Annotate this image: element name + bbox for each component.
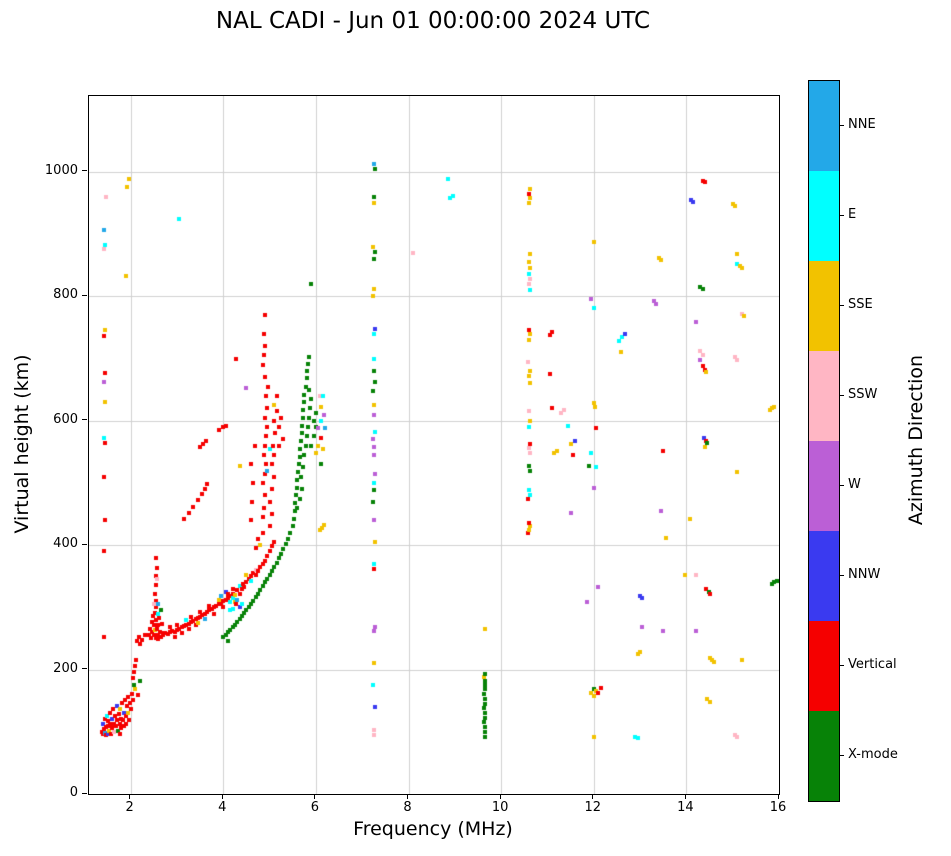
x-tick-mark: [129, 794, 131, 799]
colorbar-tick-mark: [839, 664, 844, 666]
colorbar-tick-label: SSE: [848, 297, 873, 312]
plot-area: [88, 95, 780, 795]
x-tick-label: 6: [310, 800, 320, 815]
y-tick-mark: [82, 792, 87, 794]
x-tick-label: 8: [403, 800, 412, 815]
chart-title: NAL CADI - Jun 01 00:00:00 2024 UTC: [215, 8, 651, 34]
y-tick-label: 800: [53, 287, 78, 303]
x-tick-mark: [777, 794, 779, 799]
colorbar-segment-x-mode: [809, 711, 839, 801]
colorbar-segment-e: [809, 171, 839, 261]
colorbar-segment-vertical: [809, 621, 839, 711]
colorbar-tick-label: W: [848, 477, 861, 492]
x-tick-label: 2: [125, 800, 134, 815]
colorbar-tick-label: SSW: [848, 387, 878, 402]
azimuth-colorbar: [808, 80, 840, 802]
x-tick-mark: [407, 794, 409, 799]
x-tick-mark: [314, 794, 316, 799]
x-axis-label: Frequency (MHz): [353, 818, 513, 840]
colorbar-tick-label: E: [848, 207, 857, 222]
x-tick-mark: [499, 794, 501, 799]
x-tick-label: 14: [677, 800, 694, 815]
colorbar-tick-label: X-mode: [848, 747, 898, 762]
y-tick-mark: [82, 294, 87, 296]
colorbar-axis-label: Azimuth Direction: [905, 354, 927, 526]
colorbar-tick-mark: [839, 304, 844, 306]
y-tick-label: 0: [69, 785, 78, 800]
y-axis-label: Virtual height (km): [11, 354, 33, 534]
y-tick-label: 400: [53, 536, 78, 552]
y-tick-mark: [82, 419, 87, 421]
colorbar-segment-nnw: [809, 531, 839, 621]
x-tick-mark: [684, 794, 686, 799]
colorbar-segment-w: [809, 441, 839, 531]
x-tick-label: 10: [491, 800, 509, 815]
y-tick-mark: [82, 170, 87, 172]
x-tick-mark: [592, 794, 594, 799]
colorbar-tick-mark: [839, 754, 844, 756]
x-tick-label: 12: [584, 800, 602, 815]
colorbar-segment-ssw: [809, 351, 839, 441]
colorbar-segment-nne: [809, 81, 839, 171]
colorbar-tick-mark: [839, 124, 844, 126]
x-tick-mark: [221, 794, 223, 799]
colorbar-tick-label: Vertical: [848, 657, 897, 672]
x-tick-label: 4: [218, 800, 227, 815]
colorbar-tick-mark: [839, 214, 844, 216]
y-tick-label: 1000: [44, 162, 78, 178]
colorbar-tick-label: NNE: [848, 117, 876, 132]
colorbar-tick-mark: [839, 484, 844, 486]
colorbar-tick-mark: [839, 574, 844, 576]
y-tick-label: 200: [53, 660, 78, 676]
colorbar-segment-sse: [809, 261, 839, 351]
ionogram-canvas: [89, 96, 779, 794]
y-tick-label: 600: [53, 411, 78, 427]
y-tick-mark: [82, 543, 87, 545]
colorbar-tick-label: NNW: [848, 567, 881, 582]
colorbar-tick-mark: [839, 394, 844, 396]
y-tick-mark: [82, 668, 87, 670]
x-tick-label: 16: [769, 800, 787, 815]
